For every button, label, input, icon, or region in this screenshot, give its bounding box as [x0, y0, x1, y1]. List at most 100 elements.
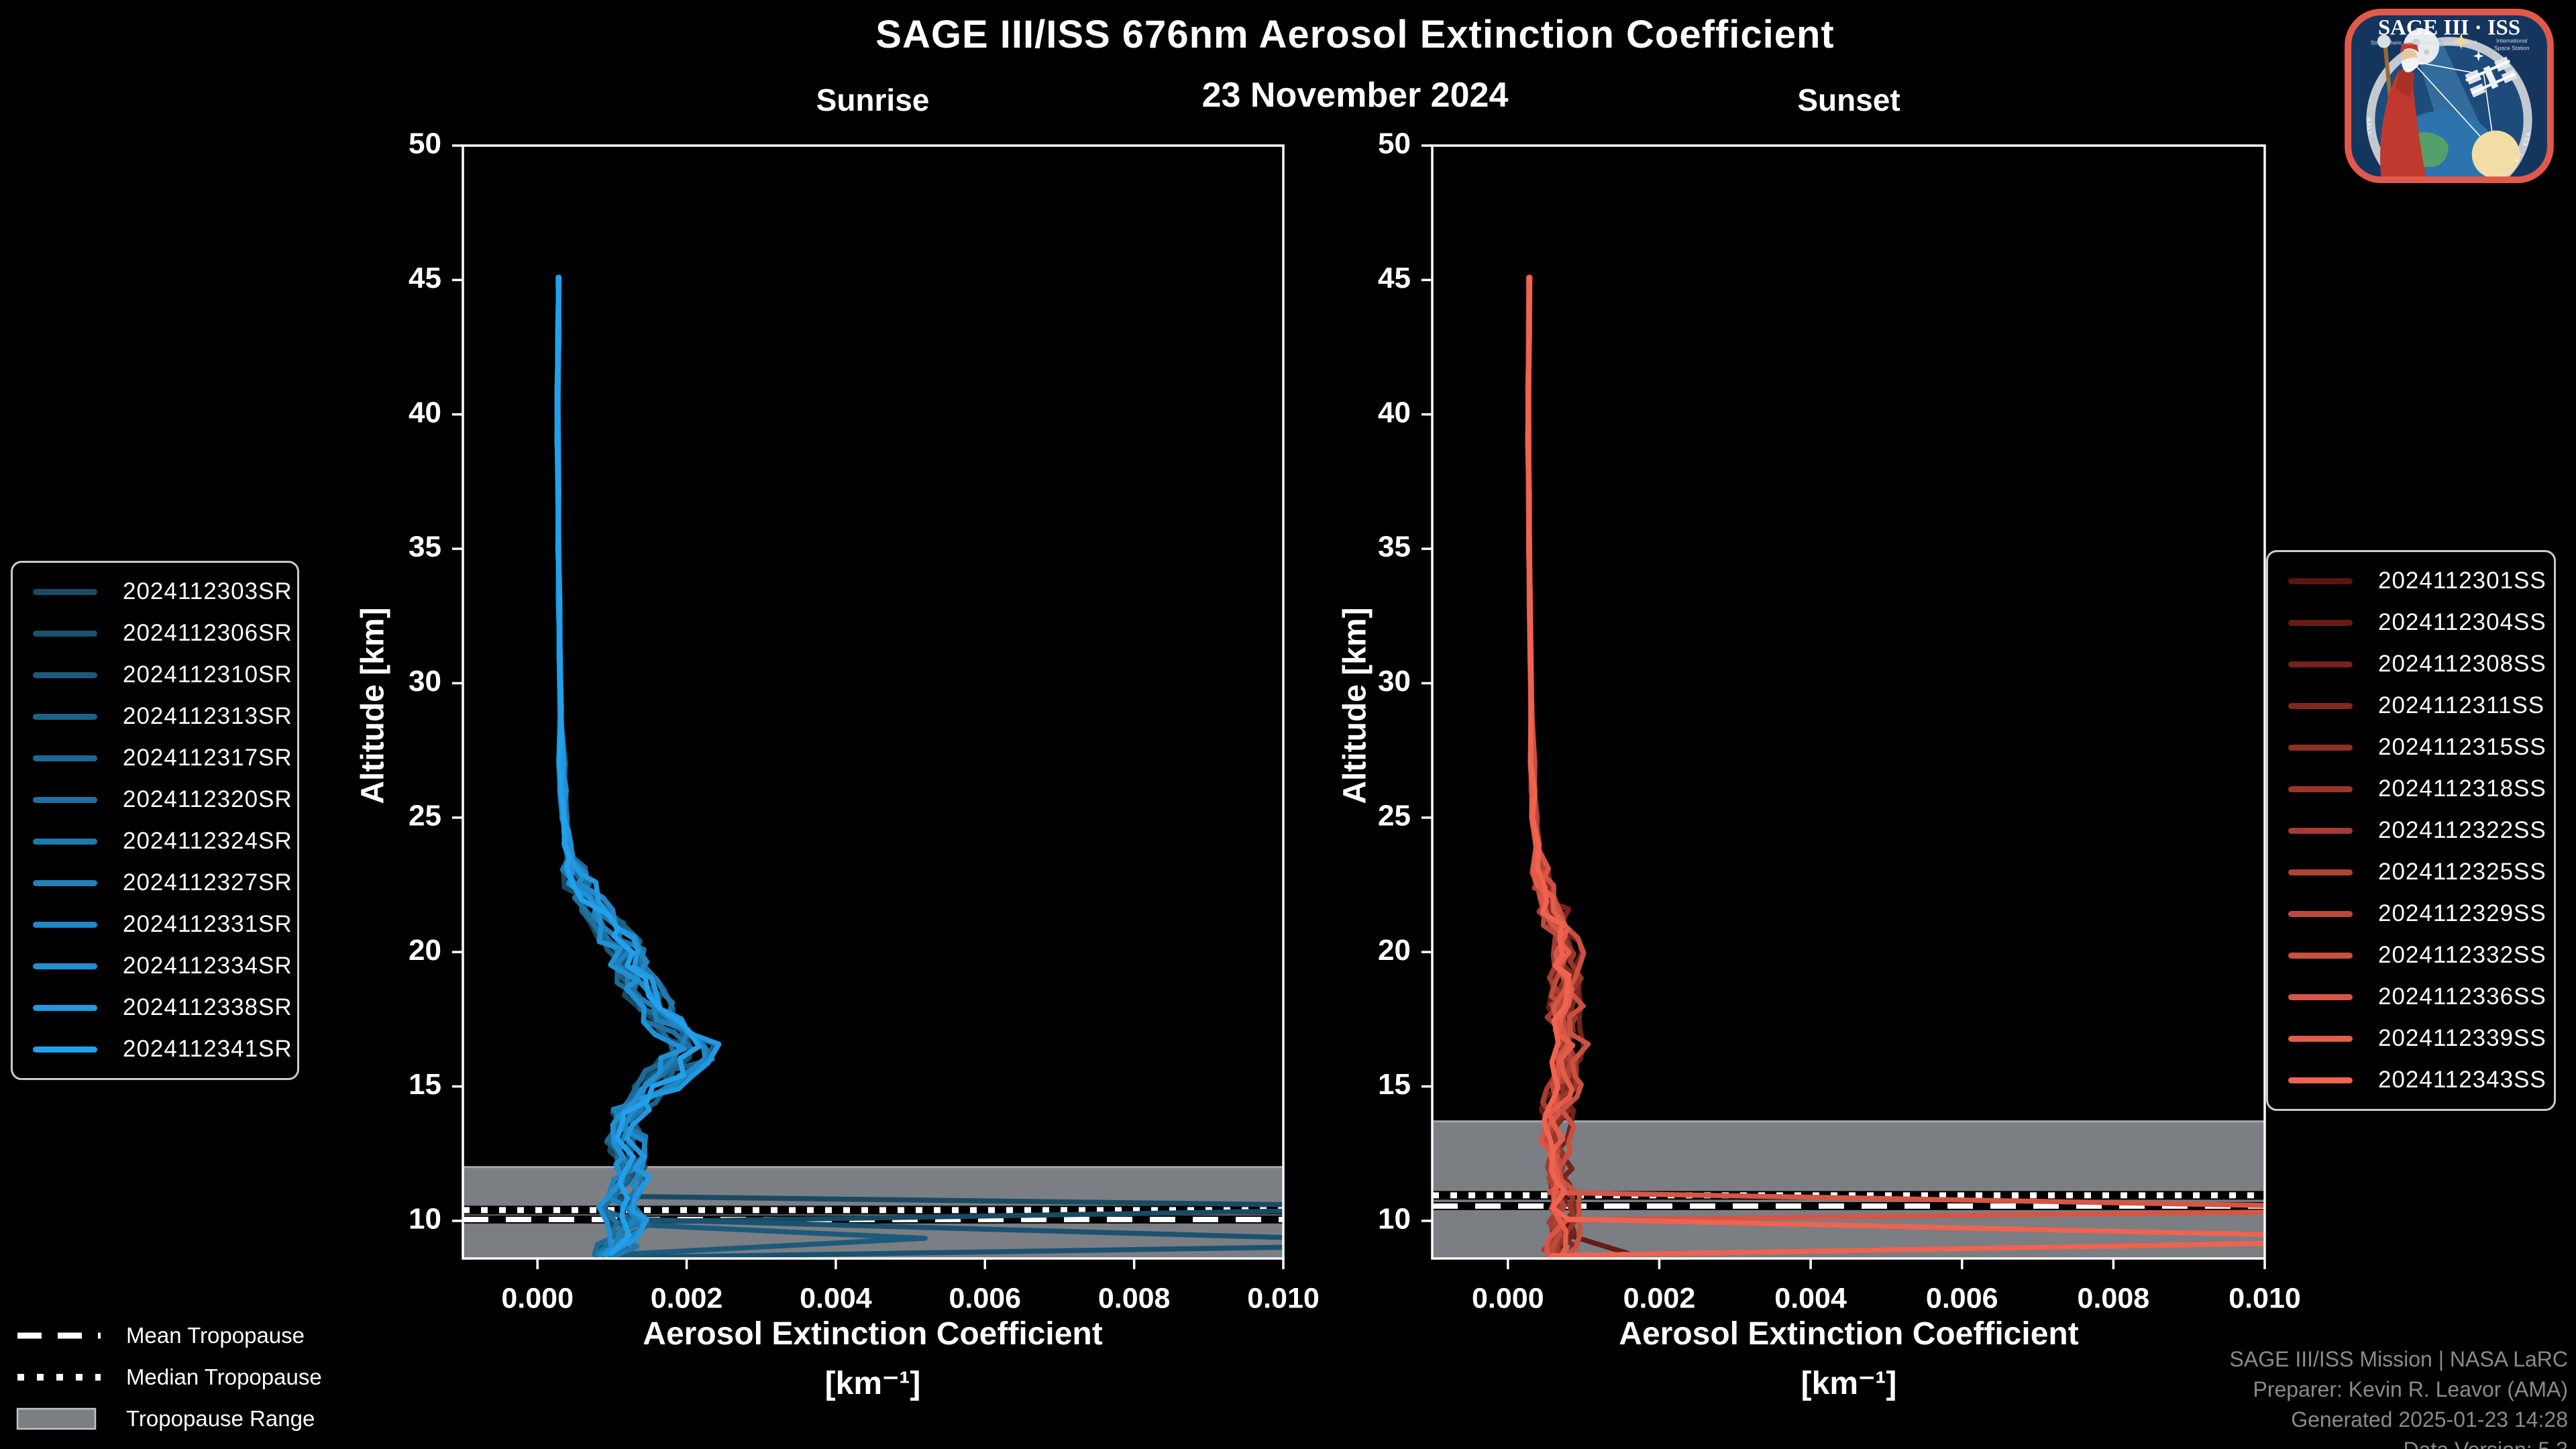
legend-item: 2024112338SR	[13, 987, 297, 1028]
legend-label: 2024112304SS	[2378, 609, 2546, 635]
legend-item: 2024112318SS	[2268, 768, 2554, 810]
x-axis-label-sunset: Aerosol Extinction Coefficient [km⁻¹]	[1379, 1309, 2318, 1409]
legend-item: 2024112306SR	[13, 612, 297, 654]
legend-line-swatch	[2288, 910, 2353, 917]
y-tick-label: 50	[1378, 127, 1411, 160]
legend-label: 2024112339SS	[2378, 1025, 2546, 1051]
logo-figure-arm	[2396, 68, 2415, 97]
x-tick-label: 0.008	[2078, 1282, 2150, 1314]
sunset-panel-title: Sunset	[1797, 83, 1900, 117]
x-tick-label: 0.010	[2229, 1282, 2301, 1314]
legend-label: 2024112329SS	[2378, 900, 2546, 926]
legend-label: 2024112336SS	[2378, 983, 2546, 1010]
legend-line-swatch	[2288, 869, 2353, 875]
legend-item: 2024112322SS	[2268, 810, 2554, 851]
legend-item: 2024112341SR	[13, 1028, 297, 1070]
sunset-series-legend: 2024112301SS 2024112304SS 2024112308SS 2024…	[2266, 550, 2556, 1111]
legend-line-swatch	[33, 838, 97, 845]
y-tick-label: 30	[409, 665, 441, 698]
legend-item: 2024112336SS	[2268, 976, 2554, 1018]
panel-sunrise: 0.000 0.002 0.004 0.006 0.008 0.010 10 15 20 25 30…	[409, 127, 1320, 1315]
logo-sun	[2471, 130, 2520, 179]
legend-item: 2024112303SR	[13, 571, 297, 612]
legend-line-swatch	[2288, 1077, 2353, 1083]
y-tick-label: 20	[1378, 934, 1411, 967]
logo-staff-knob	[2377, 34, 2391, 48]
x-tick-label: 0.004	[1774, 1282, 1847, 1314]
legend-label: 2024112301SS	[2378, 568, 2546, 594]
y-tick-label: 50	[409, 127, 441, 160]
legend-label: 2024112311SS	[2378, 692, 2545, 718]
profile-line-2024112306SR	[555, 274, 1283, 1258]
mean-tropopause-label: Mean Tropopause	[126, 1323, 305, 1348]
legend-line-swatch	[33, 963, 97, 969]
profile-line-2024112343SS	[1525, 274, 2265, 1258]
legend-label: 2024112325SS	[2378, 859, 2546, 885]
y-tick-label: 40	[1378, 396, 1411, 429]
legend-line-swatch	[33, 879, 97, 886]
footer-generated-line: Generated 2025-01-23 14:28	[2291, 1407, 2568, 1432]
legend-label: 2024112313SR	[123, 703, 292, 729]
logo-star	[2453, 33, 2469, 50]
legend-label: 2024112338SR	[123, 994, 292, 1020]
tropopause-range-label: Tropopause Range	[126, 1406, 315, 1431]
logo-iss	[2465, 56, 2518, 98]
legend-item: 2024112334SR	[13, 945, 297, 987]
legend-line-swatch	[33, 630, 97, 637]
legend-label: 2024112318SS	[2378, 775, 2546, 802]
legend-item: 2024112329SS	[2268, 893, 2554, 934]
y-tick-label: 35	[409, 531, 441, 564]
legend-line-swatch	[33, 755, 97, 761]
y-tick-label: 20	[409, 934, 441, 967]
profile-line-2024112341SR	[554, 274, 702, 1256]
x-tick-label: 0.006	[1926, 1282, 1998, 1314]
x-tick-label: 0.000	[1472, 1282, 1544, 1314]
y-tick-label: 25	[1378, 799, 1411, 832]
legend-label: 2024112306SR	[123, 620, 292, 646]
legend-item: 2024112327SR	[13, 862, 297, 904]
x-tick-label: 0.006	[949, 1282, 1021, 1314]
x-tick-label: 0.002	[1623, 1282, 1696, 1314]
logo-subtitle-right-1: International	[2496, 38, 2527, 44]
legend-label: 2024112322SS	[2378, 817, 2546, 843]
x-tick-label: 0.010	[1247, 1282, 1320, 1314]
profile-line-2024112303SR	[555, 274, 1283, 1258]
x-tick-label: 0.004	[800, 1282, 872, 1314]
y-tick-label: 25	[409, 799, 441, 832]
x-axis-label-line2: [km⁻¹]	[824, 1366, 921, 1401]
logo-figure-robe	[2380, 70, 2427, 179]
legend-line-swatch	[33, 1046, 97, 1053]
legend-line-swatch	[33, 588, 97, 595]
legend-label: 2024112317SR	[123, 745, 292, 771]
tropopause-range-legend-item: Tropopause Range	[15, 1398, 322, 1440]
logo-title: SAGE III · ISS	[2378, 16, 2520, 40]
logo-border	[2345, 8, 2554, 184]
footer-credits: SAGE III/ISS Mission | NASA LaRC Prepare…	[2230, 1344, 2568, 1449]
panel-sunset: 0.000 0.002 0.004 0.006 0.008 0.010 10 15 20 25 30…	[1378, 127, 2301, 1315]
axes-spines	[1431, 144, 2266, 1260]
x-tick-label: 0.000	[501, 1282, 574, 1314]
legend-line-swatch	[33, 713, 97, 720]
legend-line-swatch	[2288, 661, 2353, 667]
x-axis-label-sunrise: Aerosol Extinction Coefficient [km⁻¹]	[403, 1309, 1342, 1409]
y-tick-label: 15	[409, 1068, 441, 1101]
y-tick-label: 30	[1378, 665, 1411, 698]
legend-line-swatch	[2288, 744, 2353, 751]
x-axis-label-line2: [km⁻¹]	[1801, 1366, 1897, 1401]
legend-item: 2024112332SS	[2268, 934, 2554, 976]
y-tick-label: 35	[1378, 531, 1411, 564]
legend-item: 2024112331SR	[13, 904, 297, 945]
svg-text:BALL: BALL	[2365, 117, 2374, 136]
y-tick-label: 10	[409, 1203, 441, 1236]
legend-item: 2024112325SS	[2268, 851, 2554, 893]
footer-version-line: Data Version: 5.3	[2230, 1435, 2568, 1449]
legend-label: 2024112334SR	[123, 953, 292, 979]
sunrise-panel-title: Sunrise	[816, 83, 930, 117]
legend-label: 2024112343SS	[2378, 1067, 2546, 1093]
legend-line-swatch	[2288, 827, 2353, 834]
logo-moon-crater	[2424, 49, 2430, 55]
legend-label: 2024112332SS	[2378, 942, 2546, 968]
legend-line-swatch	[2288, 578, 2353, 584]
